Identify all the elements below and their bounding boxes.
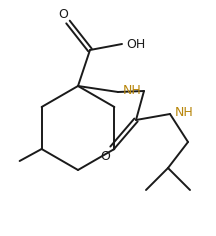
Text: NH: NH	[175, 105, 193, 118]
Text: O: O	[58, 8, 68, 21]
Text: NH: NH	[123, 84, 141, 97]
Text: O: O	[100, 149, 110, 163]
Text: OH: OH	[126, 38, 146, 51]
